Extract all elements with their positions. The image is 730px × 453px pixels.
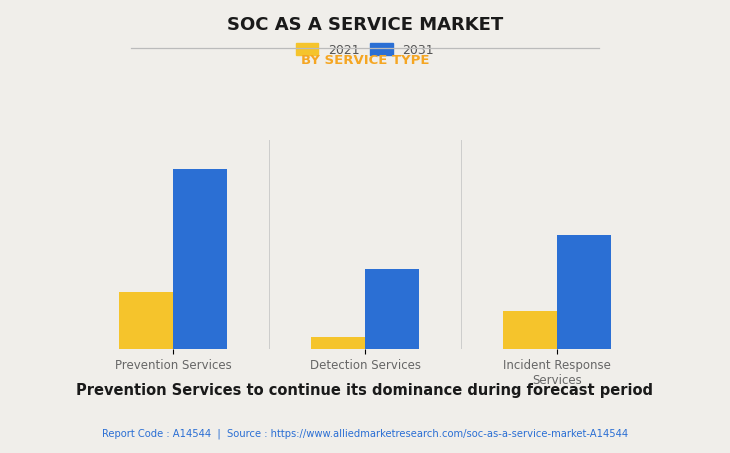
Text: BY SERVICE TYPE: BY SERVICE TYPE — [301, 54, 429, 67]
Legend: 2021, 2031: 2021, 2031 — [291, 39, 439, 62]
Bar — [120, 292, 173, 349]
Text: Prevention Services to continue its dominance during forecast period: Prevention Services to continue its domi… — [77, 383, 653, 398]
Text: Report Code : A14544  |  Source : https://www.alliedmarketresearch.com/soc-as-a-: Report Code : A14544 | Source : https://… — [102, 428, 628, 439]
Bar — [557, 235, 610, 349]
Text: SOC AS A SERVICE MARKET: SOC AS A SERVICE MARKET — [227, 16, 503, 34]
Bar — [311, 337, 365, 349]
Bar — [503, 311, 557, 349]
Bar — [173, 169, 227, 349]
Bar — [365, 269, 419, 349]
